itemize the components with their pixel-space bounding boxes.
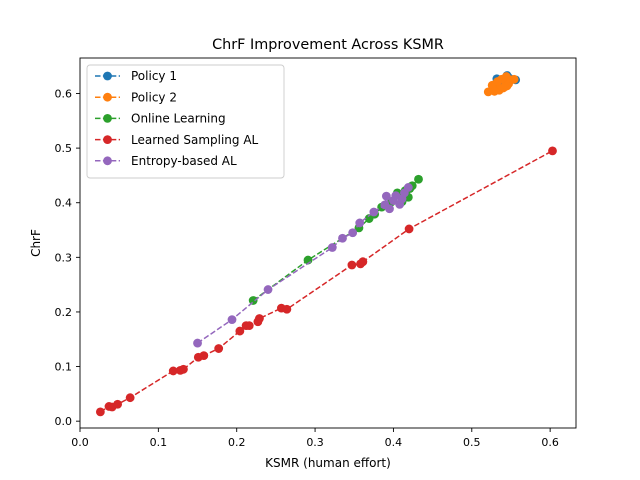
- y-tick-label: 0.4: [55, 197, 73, 210]
- legend-entry: Online Learning: [95, 112, 226, 126]
- legend-entry: Entropy-based AL: [95, 154, 237, 168]
- data-point: [404, 224, 414, 234]
- data-point: [244, 321, 254, 331]
- data-point: [227, 315, 237, 324]
- x-tick-label: 0.1: [150, 436, 168, 449]
- series-policy-2: [483, 72, 519, 97]
- data-point: [414, 174, 423, 184]
- plot-area: [95, 71, 557, 417]
- legend-entry: Learned Sampling AL: [95, 133, 259, 147]
- x-tick-label: 0.4: [385, 436, 403, 449]
- legend-marker: [103, 71, 112, 81]
- series-entropy-based-al: [193, 183, 413, 348]
- axes-frame: [79, 57, 577, 429]
- x-tick-label: 0.6: [541, 436, 559, 449]
- legend-marker: [103, 92, 112, 102]
- data-point: [403, 183, 413, 192]
- data-point: [327, 243, 337, 252]
- data-point: [548, 146, 557, 156]
- series-line: [99, 150, 553, 413]
- legend-label: Policy 1: [131, 69, 177, 83]
- data-point: [95, 407, 105, 417]
- series-learned-sampling-al: [95, 146, 557, 417]
- data-point: [355, 218, 365, 228]
- x-tick-label: 0.2: [228, 436, 246, 449]
- legend-marker: [103, 156, 112, 166]
- data-point: [248, 296, 258, 305]
- data-point: [493, 77, 503, 86]
- x-axis-label: KSMR (human effort): [265, 456, 391, 470]
- x-tick-label: 0.5: [463, 436, 481, 449]
- chart-title: ChrF Improvement Across KSMR: [212, 37, 444, 53]
- data-point: [348, 228, 358, 238]
- data-point: [125, 393, 135, 403]
- data-point: [338, 233, 347, 243]
- data-point: [235, 326, 245, 336]
- data-point: [347, 260, 357, 270]
- y-tick-label: 0.5: [55, 142, 73, 155]
- legend-box: [86, 64, 285, 179]
- legend-label: Learned Sampling AL: [131, 133, 259, 147]
- y-tick-label: 0.2: [55, 306, 73, 319]
- data-point: [502, 81, 512, 91]
- data-point: [214, 344, 224, 353]
- data-point: [193, 338, 202, 348]
- data-point: [385, 204, 394, 214]
- legend-entry: Policy 2: [95, 90, 177, 104]
- data-point: [199, 351, 209, 361]
- data-point: [179, 364, 188, 374]
- legend-marker: [103, 135, 112, 145]
- y-tick-label: 0.3: [55, 251, 73, 264]
- data-point: [490, 86, 499, 96]
- legend-marker: [103, 114, 112, 123]
- x-tick-label: 0.0: [71, 436, 89, 449]
- y-axis-label: ChrF: [29, 229, 43, 257]
- y-axis-ticks: 0.0 0.1 0.2 0.3 0.4 0.5 0.6: [55, 87, 80, 428]
- data-point: [263, 285, 273, 294]
- x-tick-label: 0.3: [306, 436, 324, 449]
- x-axis-ticks: 0.0 0.1 0.2 0.3 0.4 0.5 0.6: [71, 428, 559, 449]
- data-point: [509, 74, 519, 84]
- data-point: [168, 366, 178, 376]
- data-point: [255, 314, 264, 323]
- y-tick-label: 0.6: [55, 87, 73, 100]
- data-point: [113, 399, 123, 409]
- legend-label: Online Learning: [131, 112, 226, 126]
- y-tick-label: 0.1: [55, 361, 73, 374]
- legend-label: Policy 2: [131, 90, 177, 104]
- data-point: [282, 304, 292, 314]
- data-point: [381, 191, 391, 201]
- data-point: [369, 207, 379, 217]
- legend: Policy 1 Policy 2 Online Learning Learned S…: [86, 64, 285, 179]
- data-point: [358, 257, 368, 267]
- legend-label: Entropy-based AL: [131, 154, 237, 168]
- legend-entry: Policy 1: [95, 69, 177, 83]
- y-tick-label: 0.0: [55, 415, 73, 428]
